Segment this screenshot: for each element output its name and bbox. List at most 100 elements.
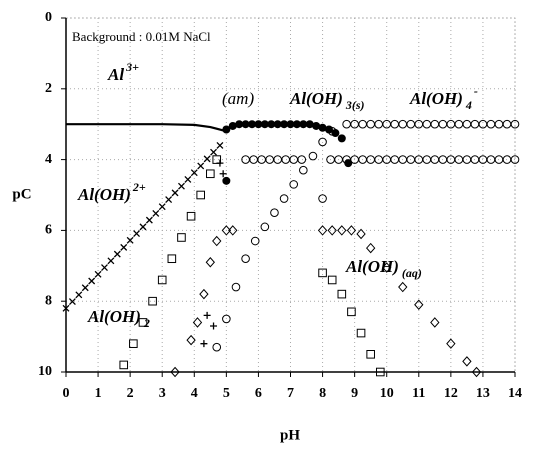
point <box>398 281 408 293</box>
point <box>327 126 337 136</box>
point <box>292 120 301 129</box>
point <box>273 120 282 129</box>
point <box>260 120 269 129</box>
y-tick-label: 2 <box>45 81 52 96</box>
point <box>88 277 96 285</box>
series <box>170 225 482 378</box>
point <box>107 257 115 265</box>
annotation: Al(OH) 2+ <box>77 180 146 204</box>
point <box>267 120 276 129</box>
point <box>318 137 327 147</box>
point <box>462 119 472 129</box>
point <box>390 119 400 129</box>
series <box>222 120 353 185</box>
point <box>81 284 89 292</box>
point <box>486 119 496 129</box>
x-tick-label: 11 <box>412 386 425 401</box>
point <box>502 119 512 129</box>
x-tick-label: 6 <box>255 386 262 401</box>
y-tick-label: 10 <box>38 364 52 379</box>
point <box>148 296 157 306</box>
point <box>133 230 141 238</box>
annotation: Al(OH) 2 <box>87 307 150 330</box>
point <box>138 318 148 327</box>
point <box>305 120 314 129</box>
point <box>510 155 520 164</box>
point <box>297 155 307 164</box>
point <box>337 225 347 236</box>
x-tick-label: 5 <box>223 386 230 401</box>
point <box>200 340 208 348</box>
point <box>342 119 351 129</box>
point <box>446 338 456 349</box>
point <box>177 233 186 242</box>
annotation-sub: 2 <box>143 316 150 330</box>
point <box>139 223 147 231</box>
point <box>184 175 192 183</box>
x-tick-label: 1 <box>95 386 102 401</box>
point <box>120 243 128 251</box>
point <box>270 208 279 217</box>
point <box>222 125 231 134</box>
annotation-sup: 3+ <box>125 60 139 74</box>
point <box>382 262 392 273</box>
point <box>356 328 366 338</box>
point <box>366 350 375 359</box>
point <box>346 225 357 236</box>
point <box>126 236 134 244</box>
point <box>471 366 482 378</box>
annotation: Al 3+ <box>107 60 139 84</box>
point <box>248 120 257 129</box>
point <box>318 194 327 203</box>
point <box>210 322 218 330</box>
point <box>299 120 308 129</box>
point <box>422 119 432 129</box>
point <box>347 307 356 317</box>
point <box>170 366 180 378</box>
x-tick-label: 7 <box>287 386 294 401</box>
point <box>280 120 289 129</box>
point <box>157 275 167 285</box>
point <box>196 190 205 200</box>
point <box>241 254 250 264</box>
point <box>203 311 211 319</box>
point <box>62 304 70 312</box>
point <box>318 268 327 278</box>
point <box>494 119 504 129</box>
annotation: Al(OH) (aq) <box>345 257 422 280</box>
annotation-text: Al(OH) <box>409 89 463 108</box>
point <box>337 134 346 143</box>
line <box>66 123 227 133</box>
point <box>222 176 231 185</box>
point <box>152 209 160 217</box>
point <box>228 121 237 130</box>
point <box>219 170 227 178</box>
x-tick-label: 13 <box>476 386 490 401</box>
point <box>145 216 153 224</box>
point <box>281 155 290 164</box>
x-tick-label: 10 <box>380 386 394 401</box>
annotation-text: Background : 0.01M NaCl <box>72 29 211 44</box>
annotation: Al(OH) 3(s) <box>289 89 365 112</box>
point <box>376 367 385 377</box>
point <box>197 162 205 170</box>
point <box>317 225 328 236</box>
point <box>75 291 83 299</box>
point <box>337 289 347 299</box>
annotation-sub: 4 <box>465 98 472 112</box>
point <box>186 211 196 221</box>
series <box>212 119 520 352</box>
point <box>289 180 299 189</box>
annotation-text: Al(OH) <box>77 185 131 204</box>
point <box>356 228 366 240</box>
point <box>327 275 337 285</box>
y-axis-label: pC <box>12 186 31 202</box>
point <box>286 120 295 129</box>
x-tick-label: 4 <box>191 386 198 401</box>
point <box>177 182 185 190</box>
point <box>430 317 440 328</box>
point <box>510 119 520 129</box>
point <box>454 119 464 129</box>
x-tick-label: 0 <box>63 386 70 401</box>
point <box>374 119 383 129</box>
